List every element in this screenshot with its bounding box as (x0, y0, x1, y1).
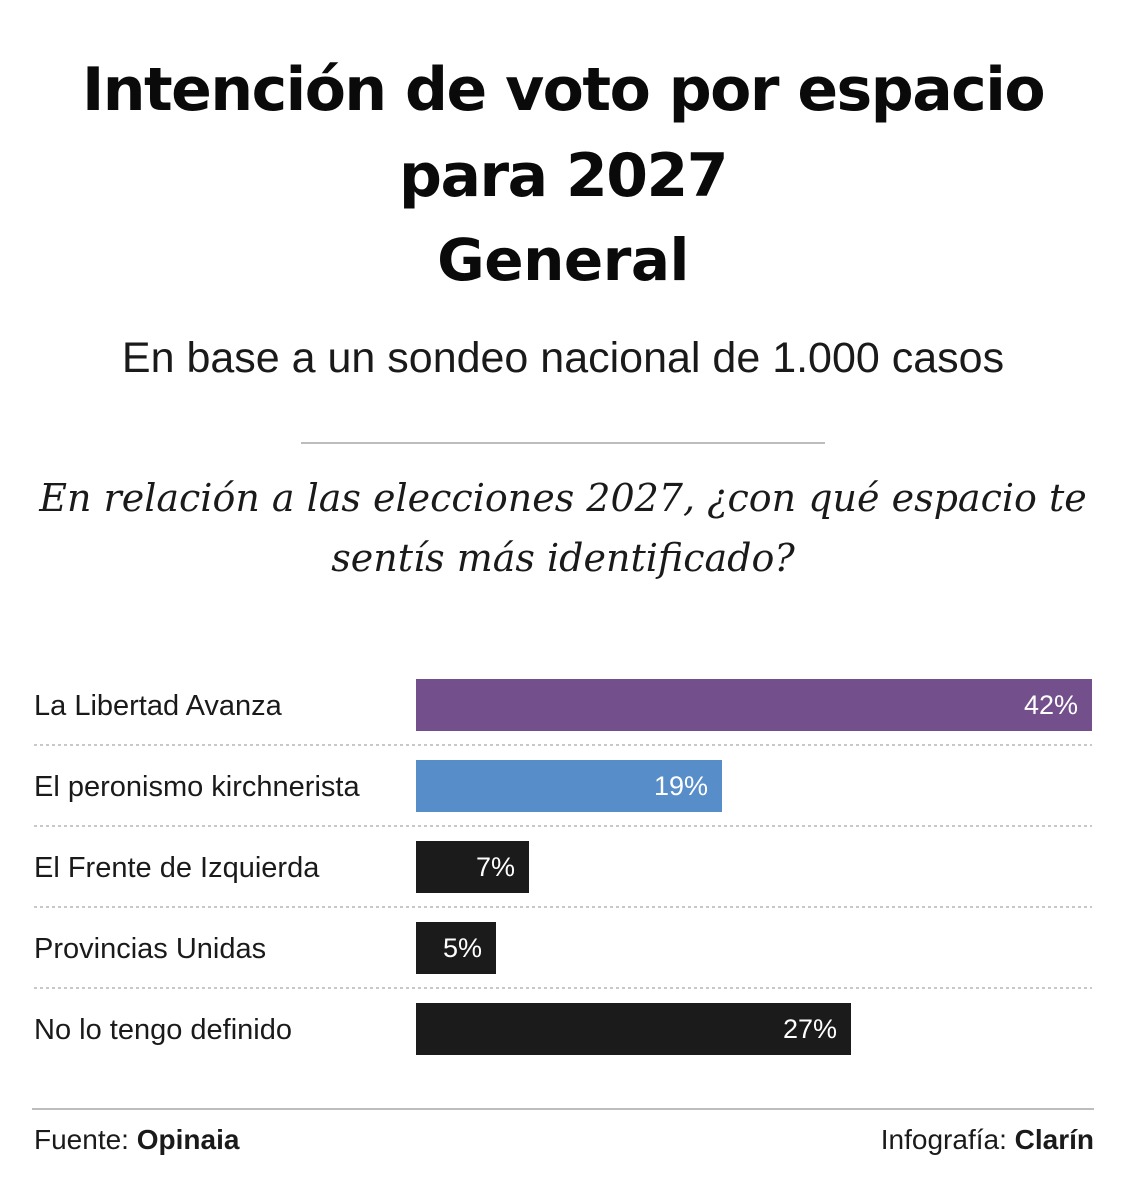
category-label: La Libertad Avanza (34, 690, 283, 722)
bar-value-label: 7% (476, 852, 515, 882)
survey-question: En relación a las elecciones 2027, ¿con … (39, 476, 1087, 580)
chart-title-line-1: Intención de voto por espacio (81, 55, 1046, 125)
chart-title-line-2: para 2027 (399, 141, 728, 211)
credit-label: Infografía: (880, 1124, 1015, 1155)
bar-value-label: 19% (654, 771, 708, 801)
bar-value-label: 5% (443, 933, 482, 963)
top-divider (301, 442, 825, 444)
bar-value-label: 42% (1024, 690, 1078, 720)
category-label: No lo tengo definido (34, 1014, 292, 1046)
chart-subtitle: En base a un sondeo nacional de 1.000 ca… (121, 334, 1005, 382)
bottom-divider (32, 1108, 1094, 1110)
bar (416, 1003, 851, 1055)
category-label: El Frente de Izquierda (34, 852, 320, 884)
infographic-credit: Infografía: Clarín (881, 1120, 1094, 1160)
bar (416, 922, 496, 974)
source-credit: Fuente: Opinaia (34, 1120, 239, 1160)
bar-value-label: 27% (783, 1014, 837, 1044)
bar (416, 841, 529, 893)
category-label: El peronismo kirchnerista (34, 771, 360, 803)
bar (416, 679, 1092, 731)
chart-title-line-3: General (437, 226, 689, 294)
credit-name: Clarín (1014, 1124, 1094, 1155)
source-name: Opinaia (136, 1124, 240, 1155)
category-label: Provincias Unidas (34, 933, 266, 965)
source-label: Fuente: (34, 1124, 137, 1155)
bar (416, 760, 722, 812)
